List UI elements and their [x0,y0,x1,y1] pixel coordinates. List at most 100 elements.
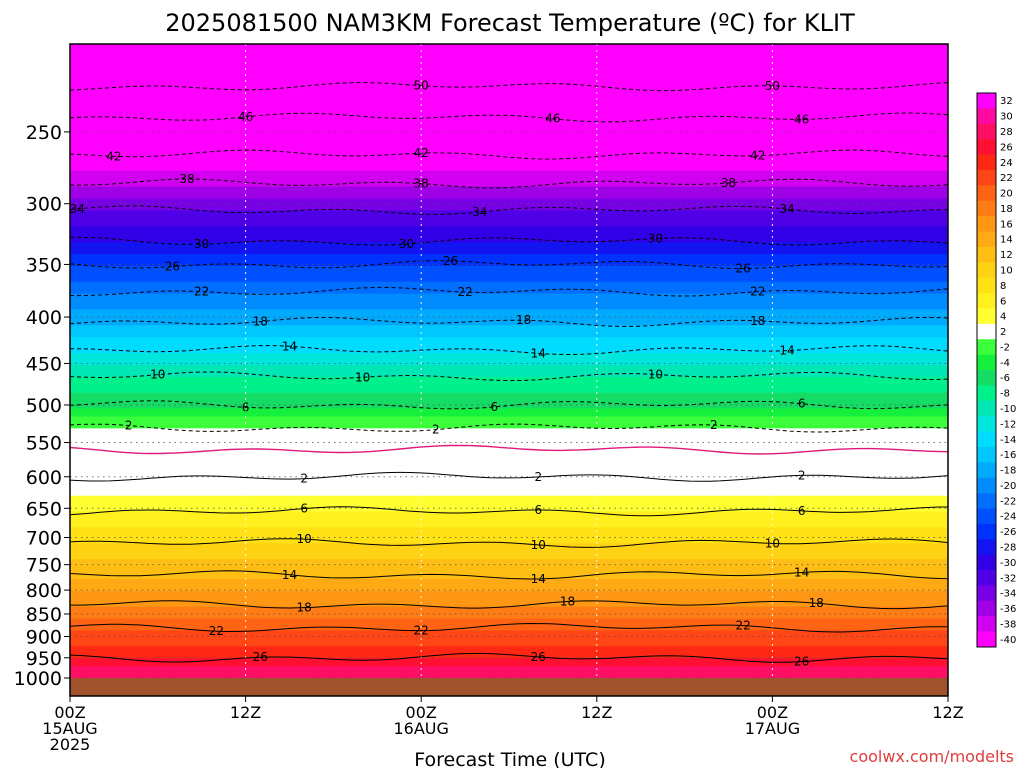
colorbar-cell [977,493,996,509]
contour-label: 42 [106,149,121,163]
temperature-band [70,527,948,544]
colorbar-label: 24 [1000,158,1013,169]
colorbar: 32 30 28 26 24 22 20 18 16 14 12 10 8 6 4 2 -2 -4 -6 -8 -10 -… [976,92,1016,648]
contour-label: 18 [253,315,268,329]
plot-frame [69,43,949,697]
colorbar-label: 4 [1000,312,1006,323]
colorbar-cell [977,323,996,340]
colorbar-cell [977,416,996,432]
temperature-band [70,606,948,620]
contour-label: 2 [710,418,718,432]
y-tick-label: 550 [26,432,62,454]
colorbar-cell [977,523,996,540]
contour-label: 30 [399,237,414,251]
colorbar-cell [977,339,996,355]
y-tick-label: 750 [26,555,62,577]
colorbar-cell [977,216,996,232]
temperature-band [70,226,948,243]
contour-label: 26 [165,260,180,274]
y-tick-label: 600 [26,467,62,489]
colorbar-label: 28 [1000,127,1013,138]
temperature-bands [70,44,948,679]
contour-label: 6 [300,502,308,516]
colorbar-label: -10 [1000,404,1016,415]
colorbar-label: -24 [1000,512,1016,523]
x-tick-label: 15AUG [42,719,97,738]
contour-label: 6 [798,397,806,411]
temperature-band [70,666,948,679]
contour-label: 10 [296,532,311,546]
colorbar-cell [977,554,996,571]
temperature-band [70,559,948,580]
contour-label: 46 [545,112,560,126]
contour-label: 18 [560,595,575,609]
axes: 2503003504004505005506006507007508008509… [14,43,964,754]
colorbar-cell [977,508,996,525]
temperature-band [70,210,948,227]
colorbar-label: -6 [1000,373,1010,384]
colorbar-label: 22 [1000,173,1013,184]
temperature-band [70,630,948,647]
colorbar-cell [977,600,996,617]
contour-label: 22 [209,624,224,638]
temperature-band [70,646,948,659]
contour-label: 50 [765,79,780,93]
contour-label: 2 [432,423,440,437]
contour-label: 2 [300,472,308,486]
colorbar-label: -32 [1000,573,1016,584]
x-axis-label: Forecast Time (UTC) [414,749,605,768]
isotherm-line [69,471,949,482]
colorbar-label: -20 [1000,481,1016,492]
colorbar-cell [977,169,996,186]
contour-label: 42 [750,149,765,163]
contour-label: 6 [242,400,250,414]
isotherm-line [69,205,948,215]
contour-label: 2 [125,419,133,433]
colorbar-cell [977,370,996,386]
colorbar-label: -40 [1000,635,1016,646]
colorbar-label: -14 [1000,435,1016,446]
colorbar-label: 30 [1000,112,1013,123]
contour-label: 26 [794,655,809,669]
contour-label: 18 [296,601,311,615]
y-tick-label: 700 [26,527,62,549]
temperature-band [70,658,948,667]
colorbar-cell [977,385,996,402]
x-tick-label: 16AUG [393,719,448,738]
colorbar-frame [976,92,997,648]
colorbar-label: 18 [1000,204,1013,215]
temperature-band [70,293,948,311]
colorbar-cell [977,431,996,448]
isotherm-line [69,506,948,517]
contour-label: 2 [534,470,542,484]
y-tick-label: 900 [26,626,62,648]
contour-label: 22 [194,285,209,299]
contour-label: 6 [798,504,806,518]
colorbar-cell [977,616,996,632]
colorbar-cell [977,539,996,555]
contour-label: 2 [798,468,806,482]
contour-label: 22 [735,619,750,633]
colorbar-cell [977,200,996,217]
contour-label: 46 [238,110,253,124]
colorbar-label: 10 [1000,265,1013,276]
y-tick-label: 300 [26,194,62,216]
x-tick-label: 17AUG [745,719,800,738]
contour-label: 14 [282,339,297,353]
isotherm-line [70,600,949,610]
contour-label: 18 [516,313,531,327]
x-tick-label: 00Z [406,703,437,722]
temperature-band [70,392,948,410]
y-tick-label: 950 [26,648,62,670]
isotherm-line [69,444,949,455]
colorbar-label: 12 [1000,250,1013,261]
contour-label: 10 [531,538,546,552]
contour-label: 14 [531,346,546,360]
colorbar-label: 2 [1000,327,1006,338]
contour-label: 46 [794,112,809,126]
colorbar-label: 16 [1000,219,1013,230]
colorbar-label: -22 [1000,496,1016,507]
temperature-band [70,428,948,497]
